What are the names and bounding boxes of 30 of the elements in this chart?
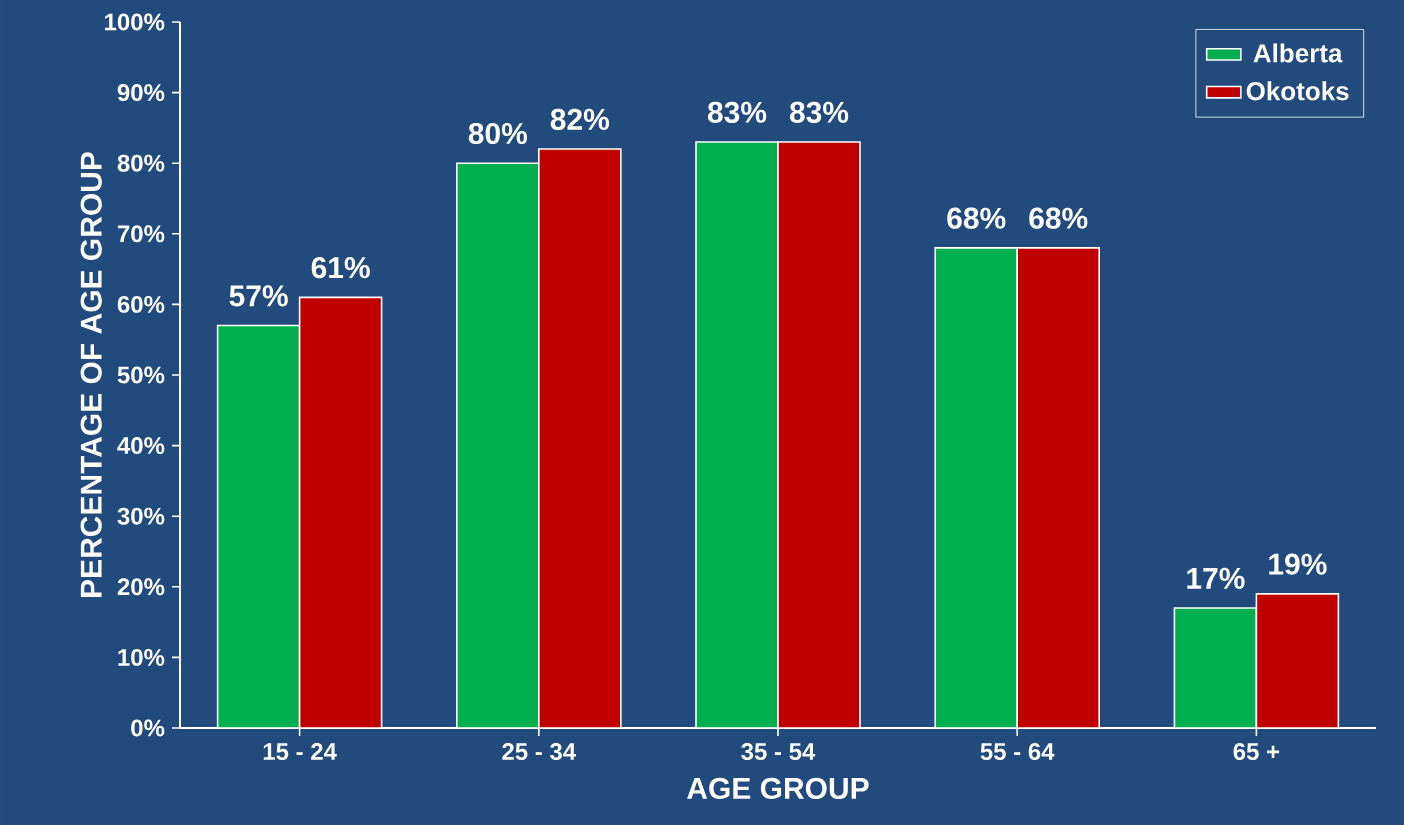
data-label: 19% [1269, 553, 1327, 575]
y-tick-label: 50% [117, 366, 165, 384]
legend-label: Okotoks [1246, 81, 1349, 101]
data-label: 82% [550, 108, 610, 130]
y-tick-label: 100% [105, 13, 165, 31]
y-tick-label: 20% [117, 578, 165, 596]
x-tick-label: 35 - 54 [741, 743, 816, 761]
y-axis-title: PERCENTAGE OF AGE GROUP [80, 152, 102, 597]
y-tick-label: 80% [117, 154, 165, 172]
y-tick-label: 0% [131, 719, 165, 737]
data-label: 57% [229, 285, 288, 307]
x-tick-label: 15 - 24 [263, 743, 337, 761]
x-tick-label: 65 + [1233, 743, 1280, 761]
data-label: 61% [311, 257, 370, 279]
legend-label: Alberta [1253, 43, 1343, 63]
y-tick-label: 40% [117, 437, 165, 455]
data-label: 68% [1029, 207, 1088, 229]
y-tick-label: 60% [117, 295, 165, 313]
data-label: 83% [707, 101, 767, 123]
data-label: 68% [947, 207, 1006, 229]
y-tick-label: 10% [118, 648, 165, 666]
y-tick-label: 90% [117, 84, 165, 102]
y-tick-label: 30% [117, 507, 165, 525]
data-label: 80% [468, 122, 528, 145]
y-tick-label: 70% [117, 225, 165, 243]
x-tick-label: 55 - 64 [980, 743, 1055, 761]
x-axis-title: AGE GROUP [687, 777, 869, 800]
x-tick-label: 25 - 34 [502, 743, 576, 761]
data-label: 17% [1187, 567, 1245, 589]
data-label: 83% [789, 101, 849, 123]
